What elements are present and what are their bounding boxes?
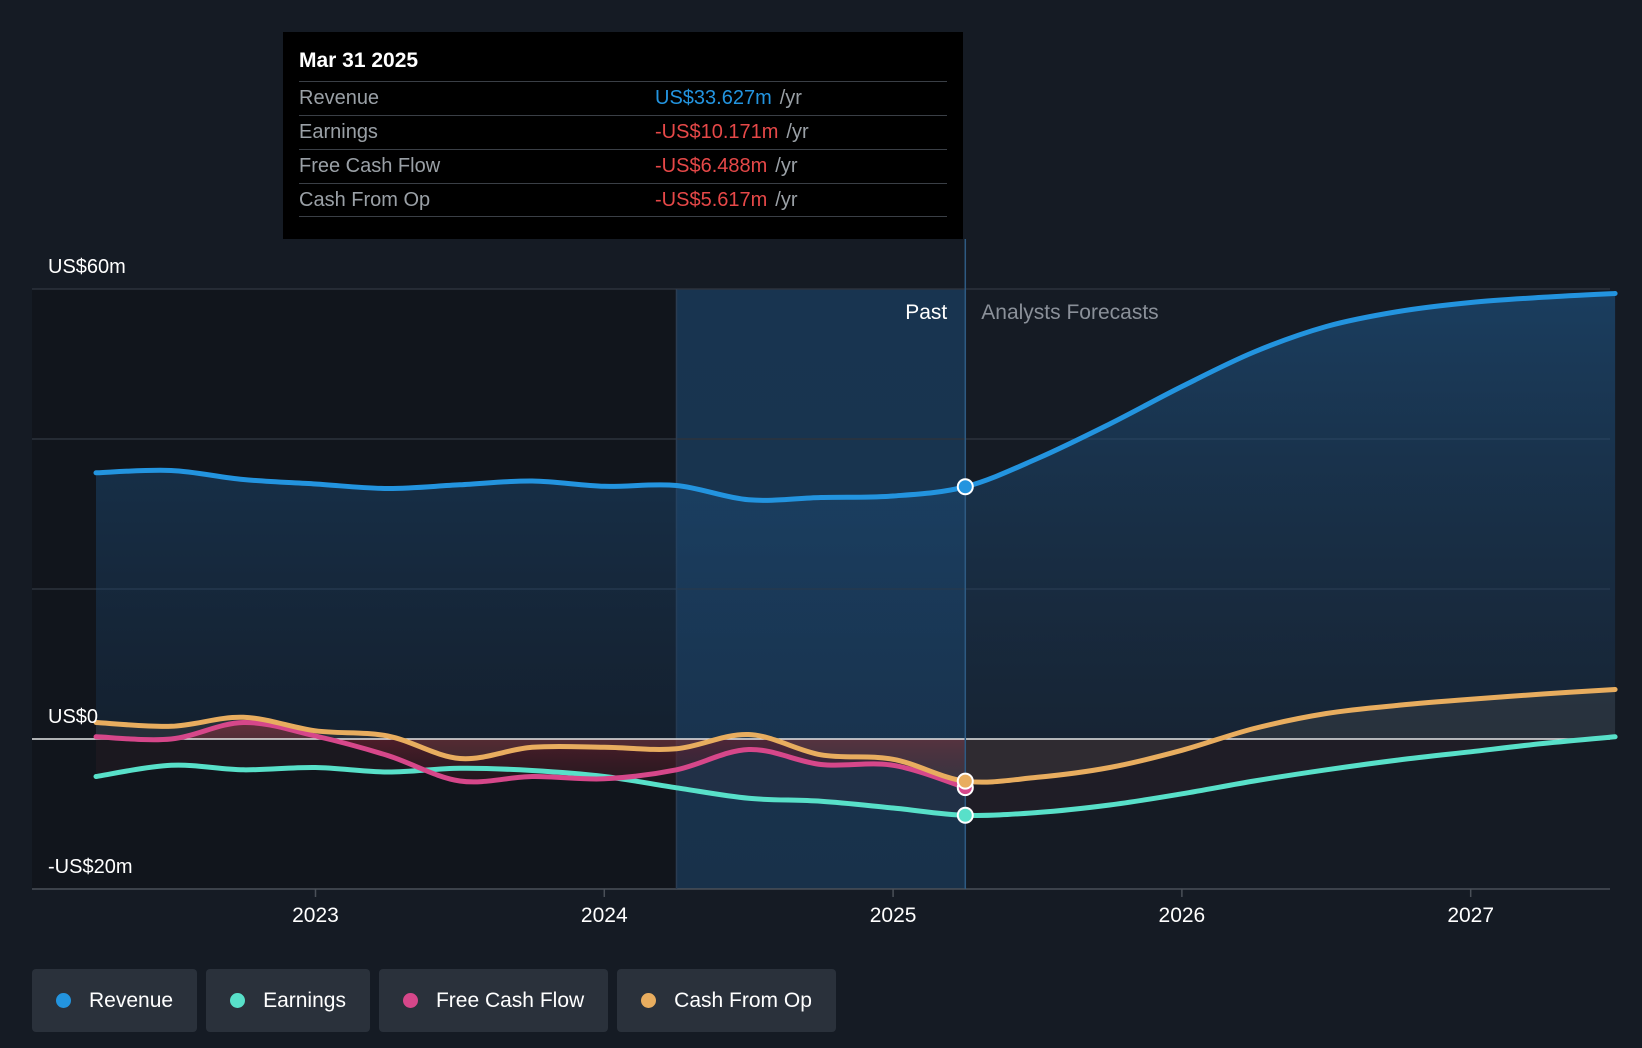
tooltip-value: -US$5.617m — [655, 189, 768, 211]
legend-item-free-cash-flow[interactable]: Free Cash Flow — [378, 969, 609, 1032]
tooltip-label: Earnings — [299, 121, 378, 143]
tooltip-label: Revenue — [299, 87, 380, 109]
forecast-label: Analysts Forecasts — [981, 301, 1158, 324]
legend-item-revenue[interactable]: Revenue — [32, 969, 198, 1032]
x-tick-label: 2026 — [1159, 904, 1206, 927]
earnings-marker[interactable] — [956, 806, 974, 824]
legend-item-cash-from-op[interactable]: Cash From Op — [617, 969, 836, 1032]
legend-dot-icon — [230, 993, 246, 1008]
x-tick-label: 2023 — [292, 904, 339, 927]
tooltip-label: Cash From Op — [299, 189, 431, 211]
tooltip-row-earnings: Earnings -US$10.171m /yr — [299, 115, 947, 149]
past-label: Past — [905, 301, 947, 324]
x-tick-label: 2024 — [581, 904, 628, 927]
free-cash-flow-line — [93, 719, 968, 791]
tooltip-rows: Revenue US$33.627m /yr Earnings -US$10.1… — [299, 81, 947, 217]
tooltip-unit: /yr — [775, 155, 798, 177]
revenue-line — [93, 291, 1618, 503]
revenue-marker[interactable] — [956, 478, 974, 496]
tooltip-row-free-cash-flow: Free Cash Flow -US$6.488m /yr — [299, 149, 947, 183]
x-tick-label: 2027 — [1447, 904, 1494, 927]
tooltip-unit: /yr — [779, 87, 802, 109]
revenue-area — [96, 293, 1616, 739]
cash-from-op-line — [93, 687, 1618, 785]
tooltip-value: -US$6.488m — [655, 155, 768, 177]
cash-from-op-area — [96, 689, 1616, 783]
y-tick-label: US$60m — [48, 256, 126, 278]
tooltip: Mar 31 2025 Revenue US$33.627m /yr Earni… — [283, 32, 963, 239]
tooltip-value: -US$10.171m — [655, 121, 779, 143]
x-tick-label: 2025 — [870, 904, 917, 927]
legend-dot-icon — [641, 993, 657, 1008]
tooltip-row-revenue: Revenue US$33.627m /yr — [299, 81, 947, 115]
tooltip-unit: /yr — [786, 121, 809, 143]
y-tick-label: US$0 — [48, 706, 98, 728]
legend-label: Cash From Op — [674, 988, 812, 1012]
tooltip-unit: /yr — [775, 189, 798, 211]
legend-item-earnings[interactable]: Earnings — [206, 969, 370, 1032]
tooltip-label: Free Cash Flow — [299, 155, 441, 177]
legend-dot-icon — [56, 993, 71, 1008]
earnings-line — [93, 734, 1618, 818]
legend-label: Free Cash Flow — [435, 988, 585, 1012]
legend-label: Revenue — [89, 988, 174, 1012]
tooltip-value: US$33.627m — [655, 87, 772, 109]
y-tick-label: -US$20m — [48, 856, 132, 878]
legend: Revenue Earnings Free Cash Flow Cash Fro… — [32, 969, 836, 1032]
legend-dot-icon — [402, 993, 418, 1008]
tooltip-row-cash-from-op: Cash From Op -US$5.617m /yr — [299, 183, 947, 217]
legend-label: Earnings — [263, 988, 346, 1012]
cash-from-op-marker[interactable] — [956, 772, 974, 790]
tooltip-date: Mar 31 2025 — [299, 49, 419, 72]
